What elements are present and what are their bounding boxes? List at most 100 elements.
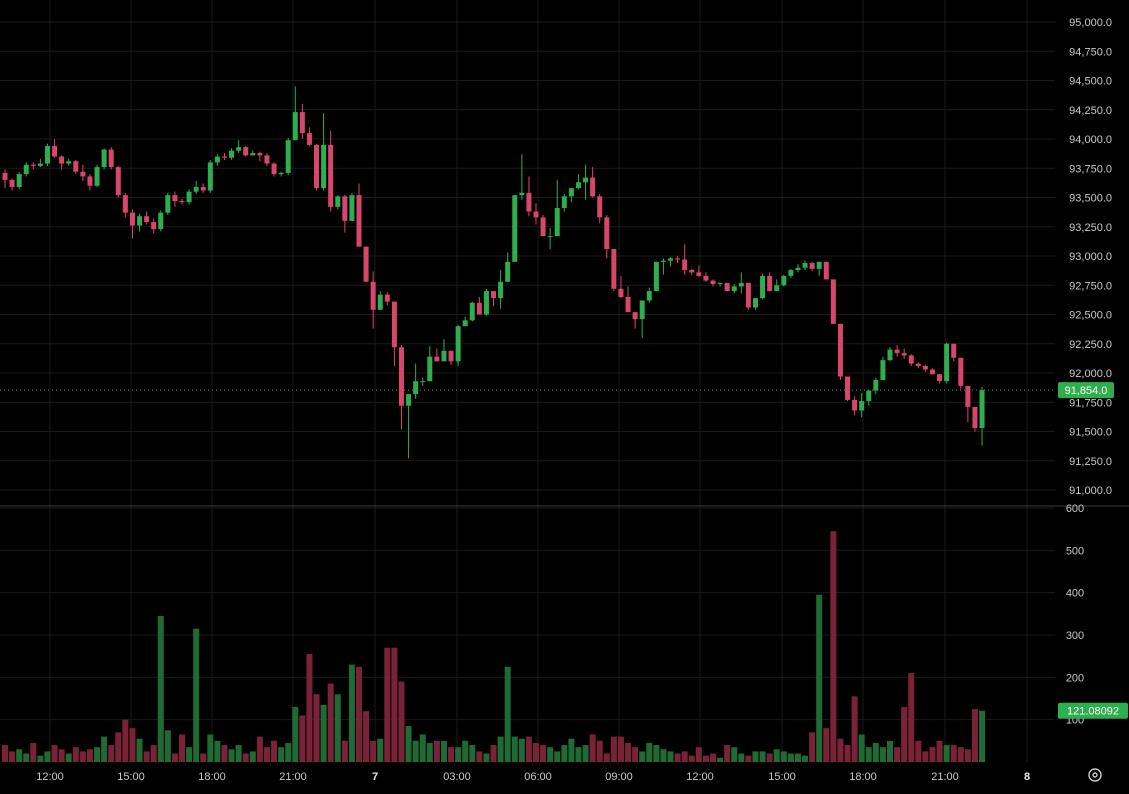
time-tick-label: 18:00	[849, 771, 877, 783]
candle-body	[420, 381, 426, 383]
candle-body	[434, 356, 440, 362]
time-tick-label: 21:00	[279, 771, 307, 783]
volume-bar	[455, 747, 462, 762]
candle-body	[391, 301, 397, 348]
candle-body	[370, 281, 376, 310]
candle-body	[9, 179, 15, 187]
volume-bar	[568, 738, 575, 762]
last-price-label: 91,854.0	[1065, 385, 1108, 397]
candle-body	[689, 270, 695, 273]
candle-body	[922, 365, 928, 370]
candle-body	[816, 261, 822, 269]
volume-bar	[370, 740, 377, 762]
candle-body	[122, 195, 128, 213]
volume-bar	[398, 681, 405, 762]
candle-body	[752, 298, 758, 308]
volume-bar	[256, 736, 263, 762]
candle-body	[243, 147, 249, 156]
volume-bar	[129, 728, 136, 762]
candle-body	[314, 144, 320, 189]
grid	[0, 0, 1129, 762]
volume-bar	[879, 747, 886, 762]
candle-body	[547, 236, 553, 238]
candle-body	[830, 279, 836, 324]
volume-bar	[957, 747, 964, 762]
candle-body	[179, 201, 185, 203]
last-volume-label: 121.08092	[1067, 706, 1119, 718]
candle-body	[52, 146, 58, 157]
volume-bar	[794, 753, 801, 762]
candle-body	[972, 406, 978, 428]
volume-bar	[816, 594, 823, 762]
price-tick-label: 92,250.0	[1069, 339, 1112, 351]
candle-body	[342, 196, 348, 221]
candle-body	[165, 195, 171, 213]
volume-bar	[150, 745, 157, 762]
volume-bar	[249, 751, 256, 762]
volume-bar	[469, 745, 476, 762]
candle-body	[30, 164, 36, 166]
candle-body	[724, 282, 730, 292]
volume-bar	[702, 755, 709, 762]
time-tick-label: 06:00	[524, 771, 552, 783]
volume-bar	[157, 615, 164, 762]
volume-bars	[2, 531, 986, 762]
volume-bar	[207, 734, 214, 762]
candle-body	[321, 144, 327, 189]
candle-body	[144, 216, 150, 223]
candle-body	[590, 177, 596, 197]
volume-bar	[759, 751, 766, 762]
volume-bar	[327, 683, 334, 762]
volume-tick-label: 600	[1066, 503, 1084, 515]
volume-bar	[979, 710, 986, 762]
candle-body	[23, 164, 29, 175]
price-tick-label: 93,250.0	[1069, 222, 1112, 234]
candle-body	[448, 350, 454, 362]
candle-body	[299, 112, 305, 134]
candle-body	[958, 357, 964, 386]
volume-bar	[171, 753, 178, 762]
gear-icon-center	[1092, 772, 1098, 778]
candle-body	[328, 144, 334, 207]
candle-body	[554, 208, 560, 237]
volume-bar	[292, 706, 299, 762]
price-axis[interactable]: 95,000.0 94,750.0 94,500.0 94,250.0 94,000.0…	[1069, 17, 1112, 497]
volume-bar	[278, 747, 285, 762]
volume-bar	[193, 628, 200, 762]
volume-bar	[865, 747, 872, 762]
candle-body	[682, 259, 688, 271]
candle-body	[193, 186, 199, 192]
volume-bar	[809, 732, 816, 762]
settings-button[interactable]	[1088, 768, 1102, 782]
candle-body	[115, 167, 121, 196]
time-tick-label: 8	[1024, 771, 1030, 783]
candle-body	[866, 390, 872, 402]
volume-bar	[596, 740, 603, 762]
time-axis[interactable]: 12:00 15:00 18:00 21:00 7 03:00 06:00 09:00 12:0…	[36, 771, 1030, 783]
gear-icon[interactable]	[1088, 768, 1102, 782]
volume-bar	[589, 734, 596, 762]
volume-bar	[419, 734, 426, 762]
volume-bar	[65, 753, 72, 762]
candle-body	[476, 302, 482, 315]
candle-body	[151, 222, 157, 230]
volume-tick-label: 500	[1066, 545, 1084, 557]
candle-body	[221, 156, 227, 158]
time-tick-label: 12:00	[36, 771, 64, 783]
candle-body	[837, 323, 843, 377]
volume-bar	[950, 745, 957, 762]
candle-body	[59, 156, 65, 164]
candle-body	[703, 275, 709, 281]
volume-bar	[625, 742, 632, 762]
candle-body	[335, 196, 341, 207]
candle-body	[951, 343, 957, 358]
volume-bar	[547, 747, 554, 762]
volume-bar	[426, 742, 433, 762]
candle-body	[845, 376, 851, 400]
volume-bar	[384, 647, 391, 762]
volume-bar	[2, 745, 8, 762]
volume-bar	[242, 753, 249, 762]
